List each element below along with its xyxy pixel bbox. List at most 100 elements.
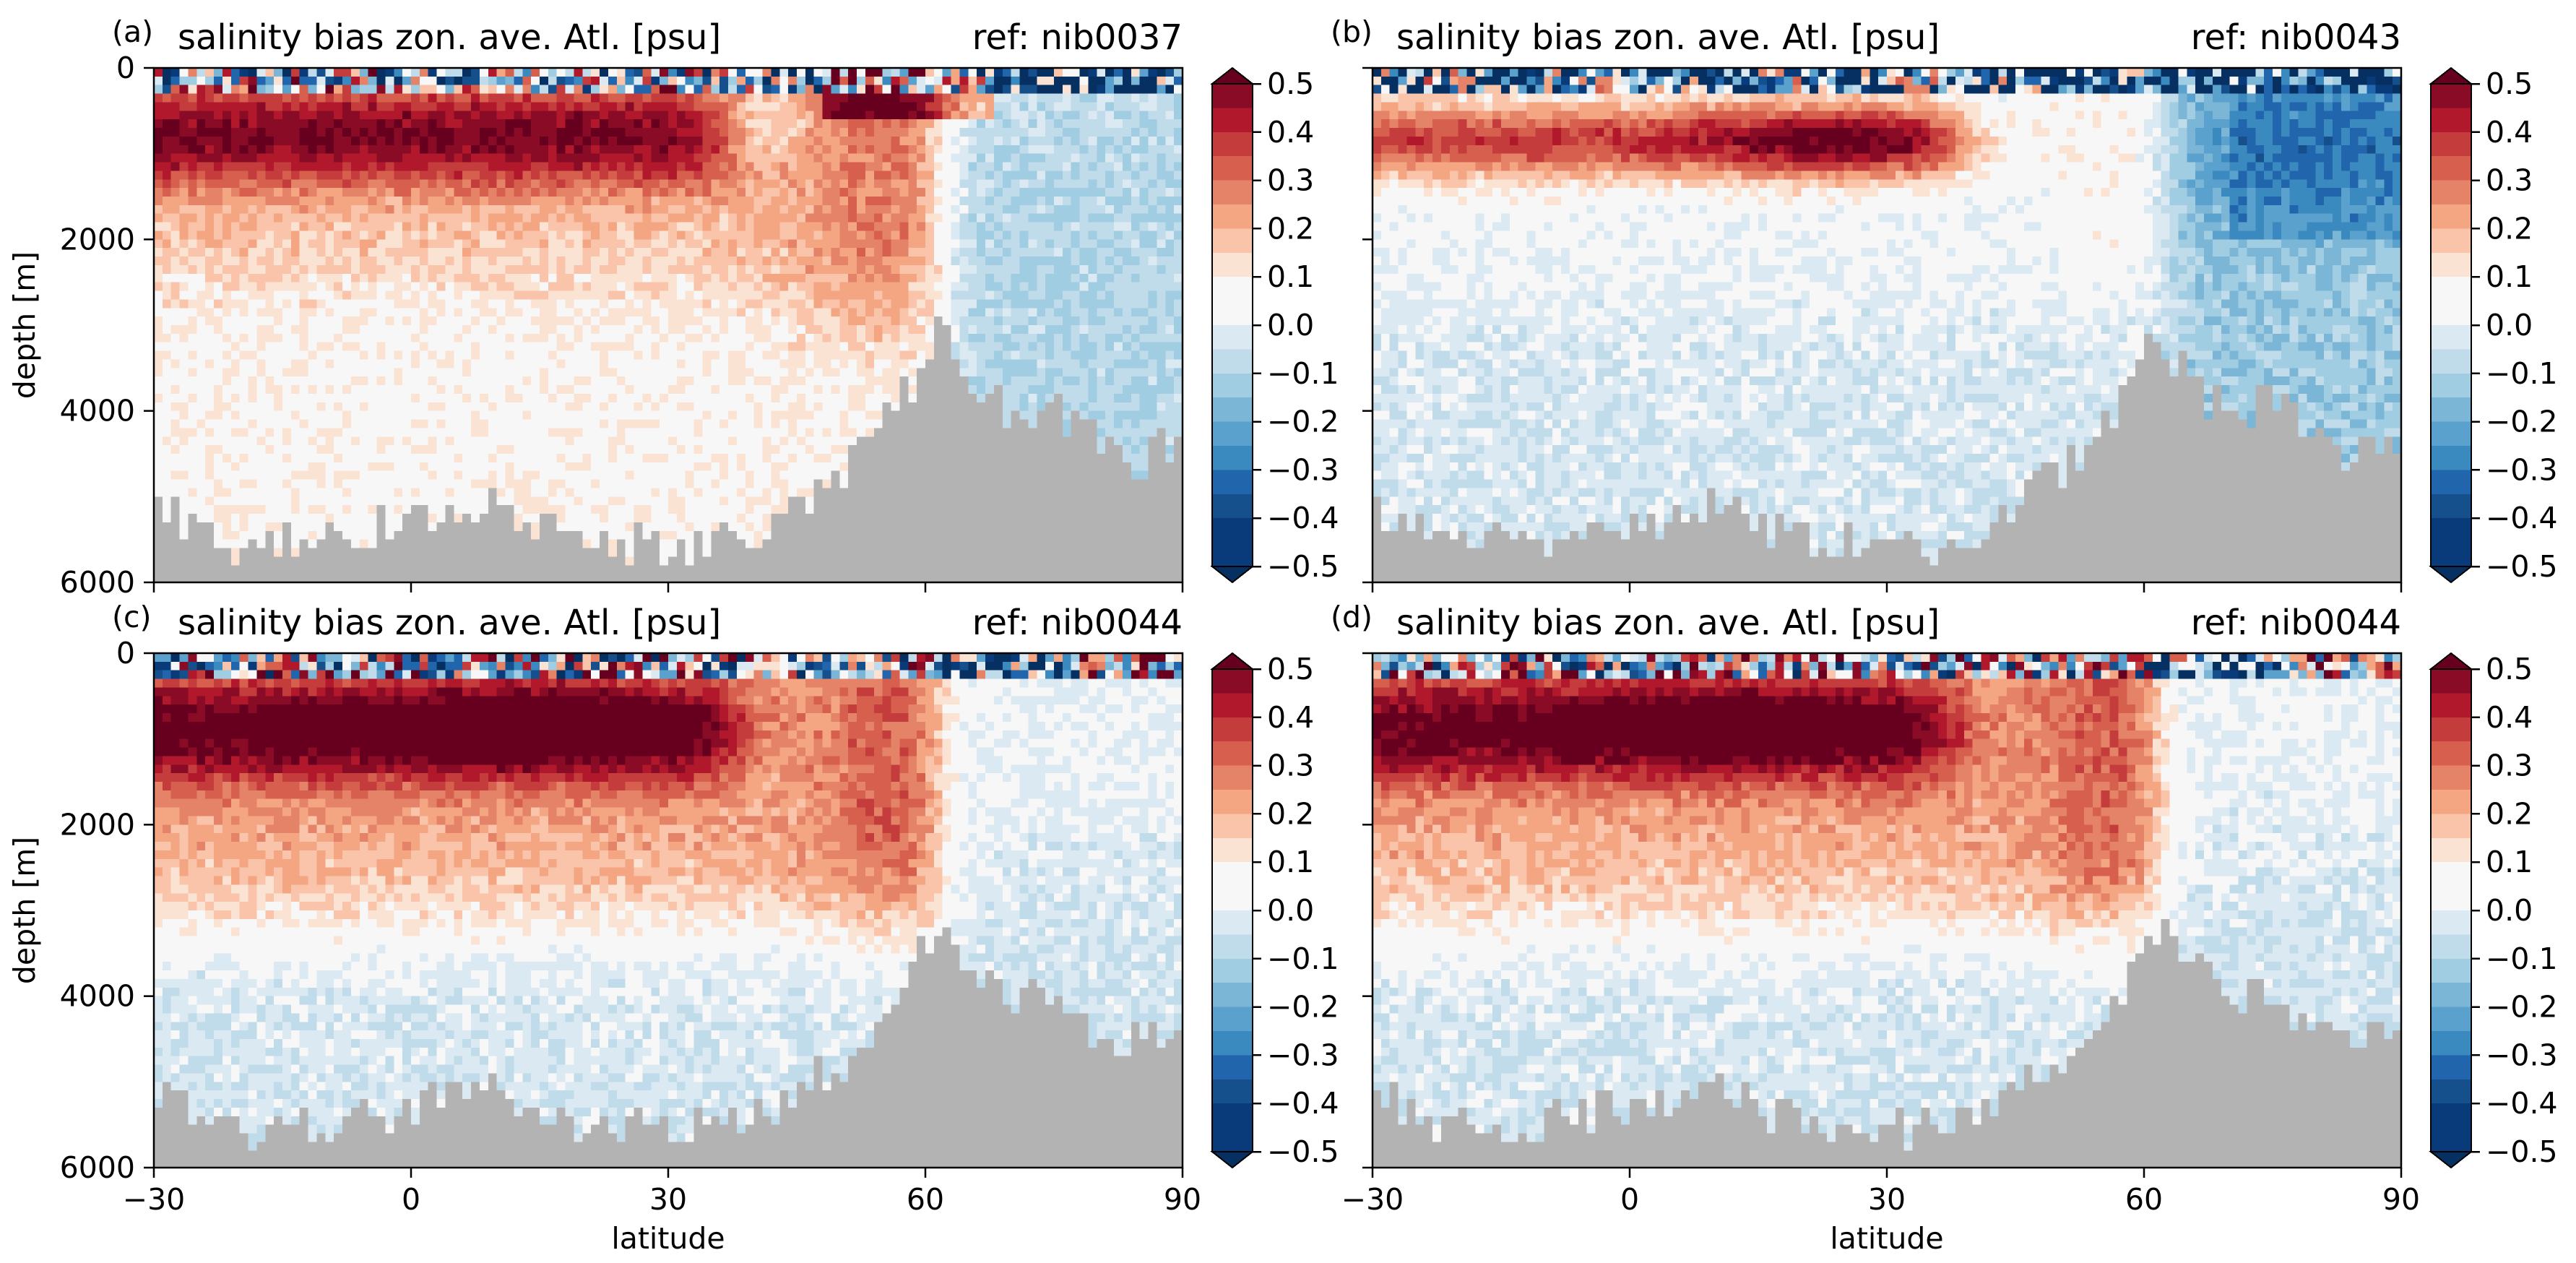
heatmap-cell: [625, 239, 635, 249]
heatmap-cell: [745, 119, 755, 129]
heatmap-cell: [222, 230, 232, 240]
heatmap-cell: [222, 556, 232, 566]
heatmap-cell: [745, 213, 755, 223]
heatmap-cell: [385, 145, 394, 155]
heatmap-cell: [274, 436, 283, 446]
heatmap-cell: [179, 342, 189, 352]
heatmap-cell: [857, 239, 866, 249]
heatmap-cell: [565, 222, 575, 232]
heatmap-cell: [214, 325, 223, 335]
heatmap-cell: [394, 496, 403, 506]
heatmap-cell: [265, 342, 275, 352]
heatmap-cell: [805, 376, 815, 386]
heatmap-cell: [702, 436, 712, 446]
heatmap-cell: [325, 454, 334, 463]
heatmap-cell: [256, 316, 266, 326]
heatmap-cell: [222, 359, 232, 368]
heatmap-cell: [685, 68, 695, 77]
heatmap-cell: [642, 470, 652, 480]
heatmap-cell: [719, 204, 729, 215]
heatmap-cell: [359, 376, 369, 386]
heatmap-cell: [848, 556, 857, 566]
heatmap-cell: [556, 368, 566, 377]
heatmap-cell: [188, 204, 197, 215]
heatmap-cell: [488, 454, 498, 463]
heatmap-cell: [196, 128, 206, 137]
heatmap-cell: [471, 264, 480, 275]
heatmap-cell: [394, 350, 403, 361]
heatmap-cell: [436, 385, 446, 395]
heatmap-cell: [471, 376, 480, 386]
heatmap-cell: [230, 410, 241, 421]
heatmap-cell: [436, 239, 446, 249]
heatmap-cell: [736, 76, 746, 86]
heatmap-cell: [308, 68, 318, 77]
heatmap-cell: [831, 574, 840, 583]
heatmap-cell: [642, 496, 652, 506]
heatmap-cell: [668, 376, 678, 386]
heatmap-cell: [540, 530, 549, 540]
heatmap-cell: [162, 197, 172, 206]
heatmap-cell: [256, 282, 266, 292]
heatmap-cell: [282, 257, 292, 266]
heatmap-cell: [488, 342, 498, 352]
heatmap-cell: [822, 385, 832, 395]
heatmap-cell: [608, 213, 618, 223]
heatmap-cell: [805, 188, 815, 197]
heatmap-cell: [196, 462, 206, 472]
heatmap-cell: [711, 454, 720, 463]
heatmap-cell: [736, 239, 746, 249]
heatmap-cell: [214, 222, 223, 232]
heatmap-cell: [531, 548, 540, 557]
heatmap-cell: [230, 393, 241, 403]
heatmap-cell: [248, 522, 257, 532]
heatmap-cell: [660, 179, 669, 189]
heatmap-cell: [719, 119, 729, 129]
heatmap-cell: [719, 128, 729, 137]
heatmap-cell: [411, 514, 420, 523]
heatmap-cell: [394, 462, 403, 472]
heatmap-cell: [771, 565, 780, 574]
heatmap-cell: [308, 299, 318, 309]
heatmap-cell: [556, 153, 566, 163]
heatmap-cell: [591, 248, 600, 257]
heatmap-cell: [316, 273, 326, 283]
heatmap-cell: [711, 462, 720, 472]
heatmap-cell: [813, 128, 824, 137]
heatmap-cell: [651, 230, 660, 240]
heatmap-cell: [797, 222, 806, 232]
heatmap-cell: [248, 179, 257, 189]
heatmap-cell: [685, 410, 695, 421]
heatmap-cell: [805, 565, 815, 574]
heatmap-cell: [514, 350, 523, 361]
heatmap-cell: [196, 102, 206, 111]
heatmap-cell: [762, 385, 771, 395]
heatmap-cell: [531, 419, 540, 428]
heatmap-cell: [385, 522, 394, 532]
heatmap-cell: [839, 325, 849, 335]
heatmap-cell: [693, 445, 704, 454]
heatmap-cell: [188, 333, 197, 343]
heatmap-cell: [162, 376, 172, 386]
heatmap-cell: [616, 111, 626, 120]
heatmap-cell: [350, 179, 360, 189]
heatmap-cell: [316, 264, 326, 275]
heatmap-cell: [385, 68, 394, 77]
heatmap-cell: [831, 393, 840, 403]
heatmap-cell: [222, 102, 232, 111]
heatmap-cell: [179, 68, 189, 77]
heatmap-cell: [540, 213, 549, 223]
heatmap-cell: [436, 179, 446, 189]
heatmap-cell: [350, 496, 360, 506]
heatmap-cell: [462, 514, 472, 523]
heatmap-cell: [419, 350, 429, 361]
heatmap-cell: [488, 548, 498, 557]
heatmap-cell: [248, 290, 257, 300]
heatmap-cell: [368, 556, 378, 566]
heatmap-cell: [230, 153, 241, 163]
heatmap-cell: [342, 436, 352, 446]
heatmap-cell: [239, 522, 249, 532]
heatmap-cell: [162, 385, 172, 395]
heatmap-cell: [248, 197, 257, 206]
heatmap-cell: [531, 462, 540, 472]
